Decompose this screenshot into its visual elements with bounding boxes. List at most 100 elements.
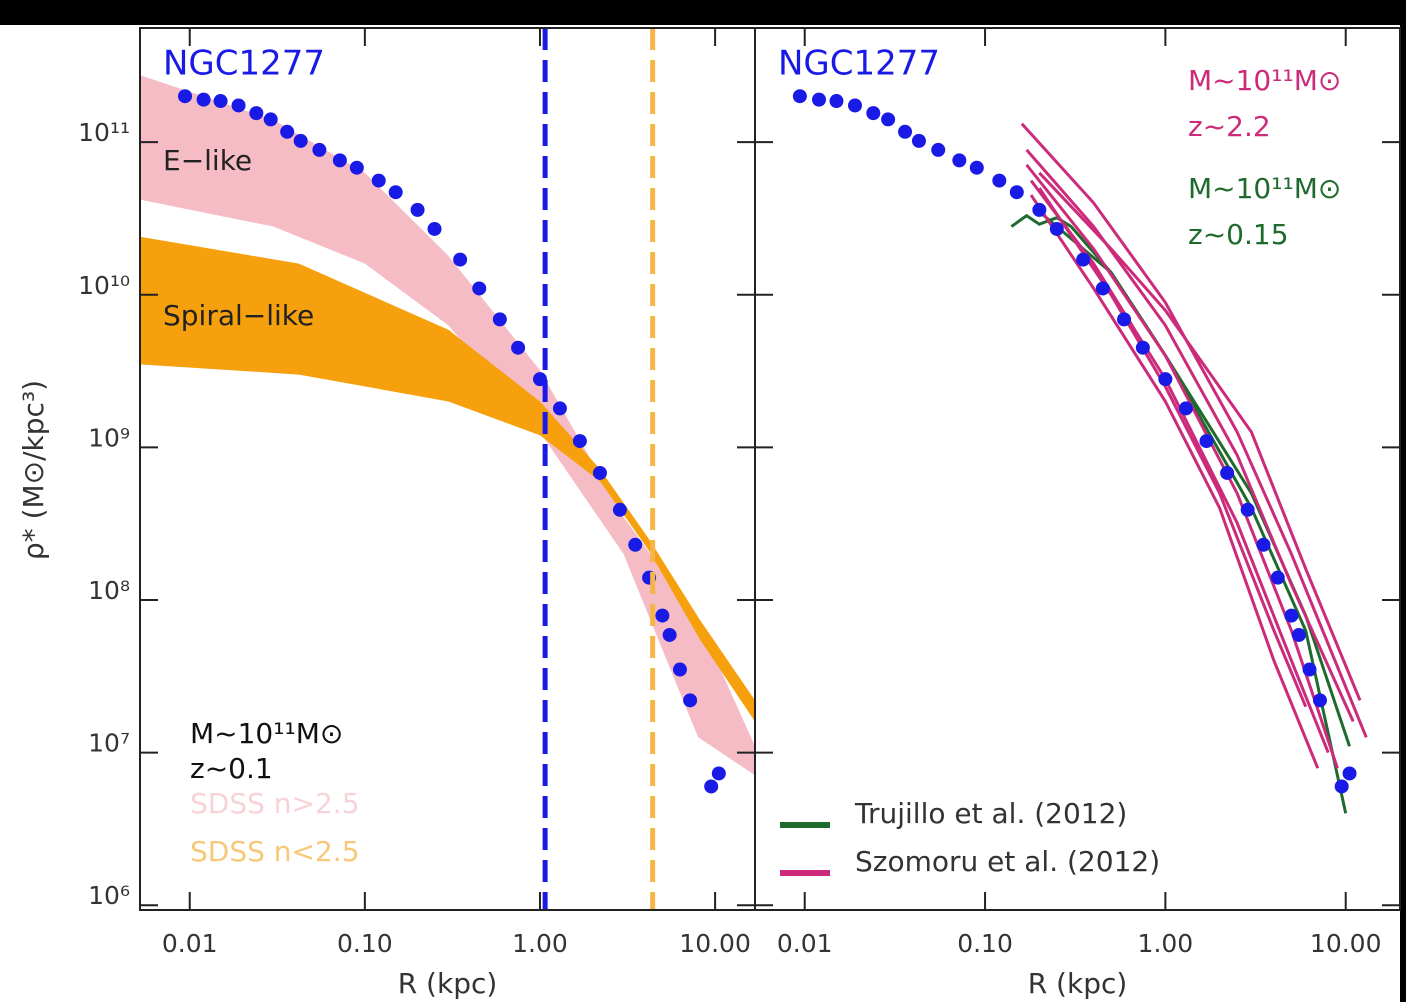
data-point	[1032, 202, 1047, 217]
profile-line	[1029, 179, 1330, 754]
data-point	[1199, 434, 1214, 449]
data-point	[427, 221, 442, 236]
band	[140, 236, 755, 722]
annotation: z~2.2	[1188, 110, 1271, 143]
data-point	[1117, 312, 1132, 327]
annotation: z~0.15	[1188, 218, 1289, 251]
profile-line	[1020, 122, 1368, 738]
band-label: E−like	[163, 144, 252, 177]
annotation: M~10¹¹M⊙	[1188, 172, 1341, 205]
profile-line	[1038, 171, 1362, 701]
data-point	[249, 106, 264, 121]
data-point	[847, 98, 862, 113]
profile-line	[1038, 210, 1351, 747]
data-point	[952, 153, 967, 168]
annotation: SDSS n<2.5	[190, 835, 360, 868]
data-point	[1312, 693, 1327, 708]
data-point	[1284, 608, 1299, 623]
profile-line	[1038, 187, 1308, 708]
data-point	[349, 160, 364, 175]
data-point	[1302, 662, 1317, 677]
object-name: NGC1277	[778, 44, 940, 84]
data-point	[388, 185, 403, 200]
y-axis-label: ρ* (M⊙/kpc³)	[17, 380, 50, 560]
data-point	[453, 252, 468, 267]
annotation: M~10¹¹M⊙	[190, 717, 343, 750]
data-point	[612, 502, 627, 517]
data-point	[410, 202, 425, 217]
data-point	[293, 133, 308, 148]
x-tick-label: 0.01	[162, 929, 218, 958]
data-point	[371, 173, 386, 188]
profile-line	[1025, 148, 1355, 723]
x-tick-label: 0.10	[337, 929, 393, 958]
profile-line	[1029, 194, 1320, 769]
data-point	[1291, 627, 1306, 642]
plot-area	[140, 28, 755, 910]
plot-area	[792, 89, 1368, 814]
x-tick-label: 10.00	[679, 929, 751, 958]
y-tick-label: 10⁶	[88, 881, 130, 910]
data-point	[662, 627, 677, 642]
x-tick-label: 1.00	[512, 929, 568, 958]
data-point	[280, 124, 295, 139]
data-point	[911, 133, 926, 148]
data-point	[263, 112, 278, 127]
data-point	[213, 94, 228, 109]
data-point	[992, 173, 1007, 188]
data-point	[231, 98, 246, 113]
x-tick-label: 1.00	[1138, 929, 1194, 958]
data-point	[1135, 340, 1150, 355]
annotation: M~10¹¹M⊙	[1188, 64, 1341, 97]
data-point	[552, 401, 567, 416]
data-point	[792, 89, 807, 104]
data-point	[672, 662, 687, 677]
legend-label: Trujillo et al. (2012)	[854, 797, 1127, 830]
data-point	[866, 106, 881, 121]
data-point	[1049, 221, 1064, 236]
y-tick-label: 10¹⁰	[78, 271, 130, 300]
plot-frame	[754, 27, 1401, 911]
data-point	[511, 340, 526, 355]
x-axis-label: R (kpc)	[1028, 967, 1128, 1000]
profile-line	[1010, 213, 1348, 814]
data-point	[1178, 401, 1193, 416]
data-point	[829, 94, 844, 109]
data-point	[1334, 779, 1349, 794]
data-point	[898, 124, 913, 139]
data-point	[704, 779, 719, 794]
object-name: NGC1277	[163, 44, 325, 84]
data-point	[655, 608, 670, 623]
x-tick-label: 0.01	[777, 929, 833, 958]
data-point	[1158, 372, 1173, 387]
data-point	[628, 537, 643, 552]
data-point	[1270, 570, 1285, 585]
data-point	[312, 142, 327, 157]
legend-label: Szomoru et al. (2012)	[855, 845, 1160, 878]
data-point	[1095, 281, 1110, 296]
band-label: Spiral−like	[163, 299, 314, 332]
data-point	[572, 434, 587, 449]
data-point	[711, 766, 726, 781]
data-point	[332, 153, 347, 168]
y-tick-label: 10⁷	[88, 729, 130, 758]
x-tick-label: 0.10	[957, 929, 1013, 958]
annotation: SDSS n>2.5	[190, 787, 360, 820]
y-tick-label: 10¹¹	[78, 118, 130, 147]
data-point	[472, 281, 487, 296]
data-point	[1342, 766, 1357, 781]
data-point	[1256, 537, 1271, 552]
data-point	[592, 465, 607, 480]
data-point	[931, 142, 946, 157]
profile-line	[1025, 163, 1339, 769]
data-point	[1240, 502, 1255, 517]
data-point	[492, 312, 507, 327]
annotation: z~0.1	[190, 752, 273, 785]
data-point	[881, 112, 896, 127]
data-point	[196, 92, 211, 107]
y-tick-label: 10⁹	[88, 423, 130, 452]
data-point	[812, 92, 827, 107]
data-point	[1220, 465, 1235, 480]
